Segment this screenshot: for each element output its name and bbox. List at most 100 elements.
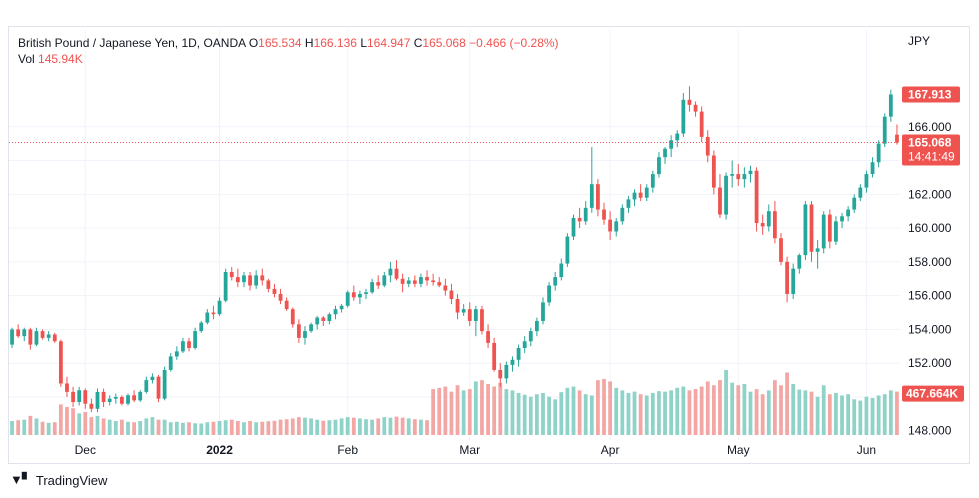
candle-body: [608, 219, 613, 232]
volume-bar: [358, 418, 362, 435]
candle-body: [821, 214, 826, 249]
volume-bar: [89, 417, 94, 435]
candle-body: [28, 329, 33, 345]
price-tick-label: 162.000: [908, 187, 952, 201]
volume-bar: [22, 419, 27, 435]
volume-bar: [419, 419, 423, 435]
candle-body: [260, 275, 265, 281]
volume-bar: [345, 417, 350, 435]
candle-body: [364, 292, 368, 294]
candle-body: [638, 192, 643, 198]
candle-body: [632, 192, 637, 200]
candle-body: [657, 157, 661, 175]
volume-bar: [504, 389, 509, 435]
candle-body: [577, 217, 582, 222]
volume-bar: [876, 395, 881, 435]
low-value: 164.947: [367, 36, 411, 50]
volume-bar: [296, 417, 301, 435]
volume-bar: [46, 422, 51, 435]
volume-bar: [846, 394, 851, 435]
candle-body: [382, 275, 387, 286]
volume-bar: [687, 390, 692, 435]
volume-bar: [181, 422, 185, 435]
candle-body: [351, 292, 356, 298]
tradingview-logo[interactable]: ▼▘ TradingView: [10, 472, 107, 488]
candle-body: [663, 148, 667, 158]
candle-body: [83, 390, 88, 404]
candle-body: [339, 305, 344, 310]
candle-body: [834, 221, 838, 242]
candle-body: [162, 369, 167, 399]
volume-bar: [272, 420, 277, 435]
volume-bar: [431, 389, 436, 435]
volume-bar: [773, 380, 777, 435]
candle-body: [394, 268, 399, 279]
volume-bar: [516, 392, 521, 435]
candle-body: [290, 309, 295, 325]
volume-bar: [10, 420, 14, 435]
last-price-text: 167.913: [908, 87, 952, 101]
candle-body: [864, 174, 869, 188]
price-tick-label: 166.000: [908, 120, 952, 134]
volume-bar: [730, 382, 735, 435]
candle-body: [541, 302, 545, 321]
candle-body: [419, 277, 423, 284]
last-price-tag: [902, 86, 960, 103]
volume-bar: [705, 381, 710, 435]
candle-body: [284, 300, 289, 310]
volume-bar: [870, 398, 875, 435]
time-tick-label: Apr: [601, 443, 620, 457]
candle-body: [693, 104, 698, 112]
volume-bar: [626, 392, 631, 435]
candle-body: [254, 275, 259, 286]
volume-bar: [205, 422, 210, 435]
symbol-title[interactable]: British Pound / Japanese Yen, 1D, OANDA: [18, 36, 246, 50]
volume-bar: [187, 422, 191, 435]
candle-body: [406, 280, 411, 284]
time-tick-label: Jun: [857, 443, 876, 457]
volume-bar: [852, 399, 857, 435]
volume-bar: [303, 417, 307, 435]
candle-body: [766, 211, 771, 227]
candle-body: [876, 143, 881, 163]
candle-body: [107, 398, 112, 403]
volume-bar: [425, 420, 429, 435]
volume-bar: [120, 419, 124, 435]
candle-body: [681, 99, 686, 134]
volume-bars: [10, 369, 899, 435]
candle-body: [480, 309, 484, 332]
candle-body: [547, 285, 551, 303]
candle-body: [516, 347, 521, 360]
volume-bar: [162, 419, 167, 435]
volume-bar: [638, 394, 643, 435]
candle-body: [742, 174, 747, 180]
candle-body: [199, 322, 204, 332]
volume-bar: [785, 372, 789, 435]
current-price-tag: [902, 134, 960, 166]
volume-bar: [58, 404, 63, 435]
volume-bar: [254, 422, 259, 435]
volume-bar: [351, 417, 356, 435]
current-price-text: 165.068: [908, 136, 952, 150]
candle-body: [510, 359, 515, 365]
volume-bar: [583, 394, 588, 435]
candle-body: [22, 329, 27, 337]
candle-body: [211, 312, 216, 315]
volume-bar: [797, 389, 802, 435]
time-axis[interactable]: Dec 2022 Feb Mar Apr May Jun: [75, 443, 877, 457]
candle-body: [205, 312, 210, 323]
candle-body: [858, 187, 863, 198]
volume-bar: [266, 421, 271, 435]
candle-body: [718, 187, 722, 215]
time-tick-label: May: [727, 443, 750, 457]
candle-body: [486, 331, 490, 343]
candle-body: [181, 341, 185, 352]
candle-body: [827, 214, 832, 242]
candle-body: [10, 329, 14, 345]
candle-body: [388, 268, 393, 276]
volume-bar: [742, 384, 747, 435]
volume-bar: [370, 419, 375, 435]
candle-body: [321, 317, 326, 321]
candle-body: [675, 133, 680, 141]
